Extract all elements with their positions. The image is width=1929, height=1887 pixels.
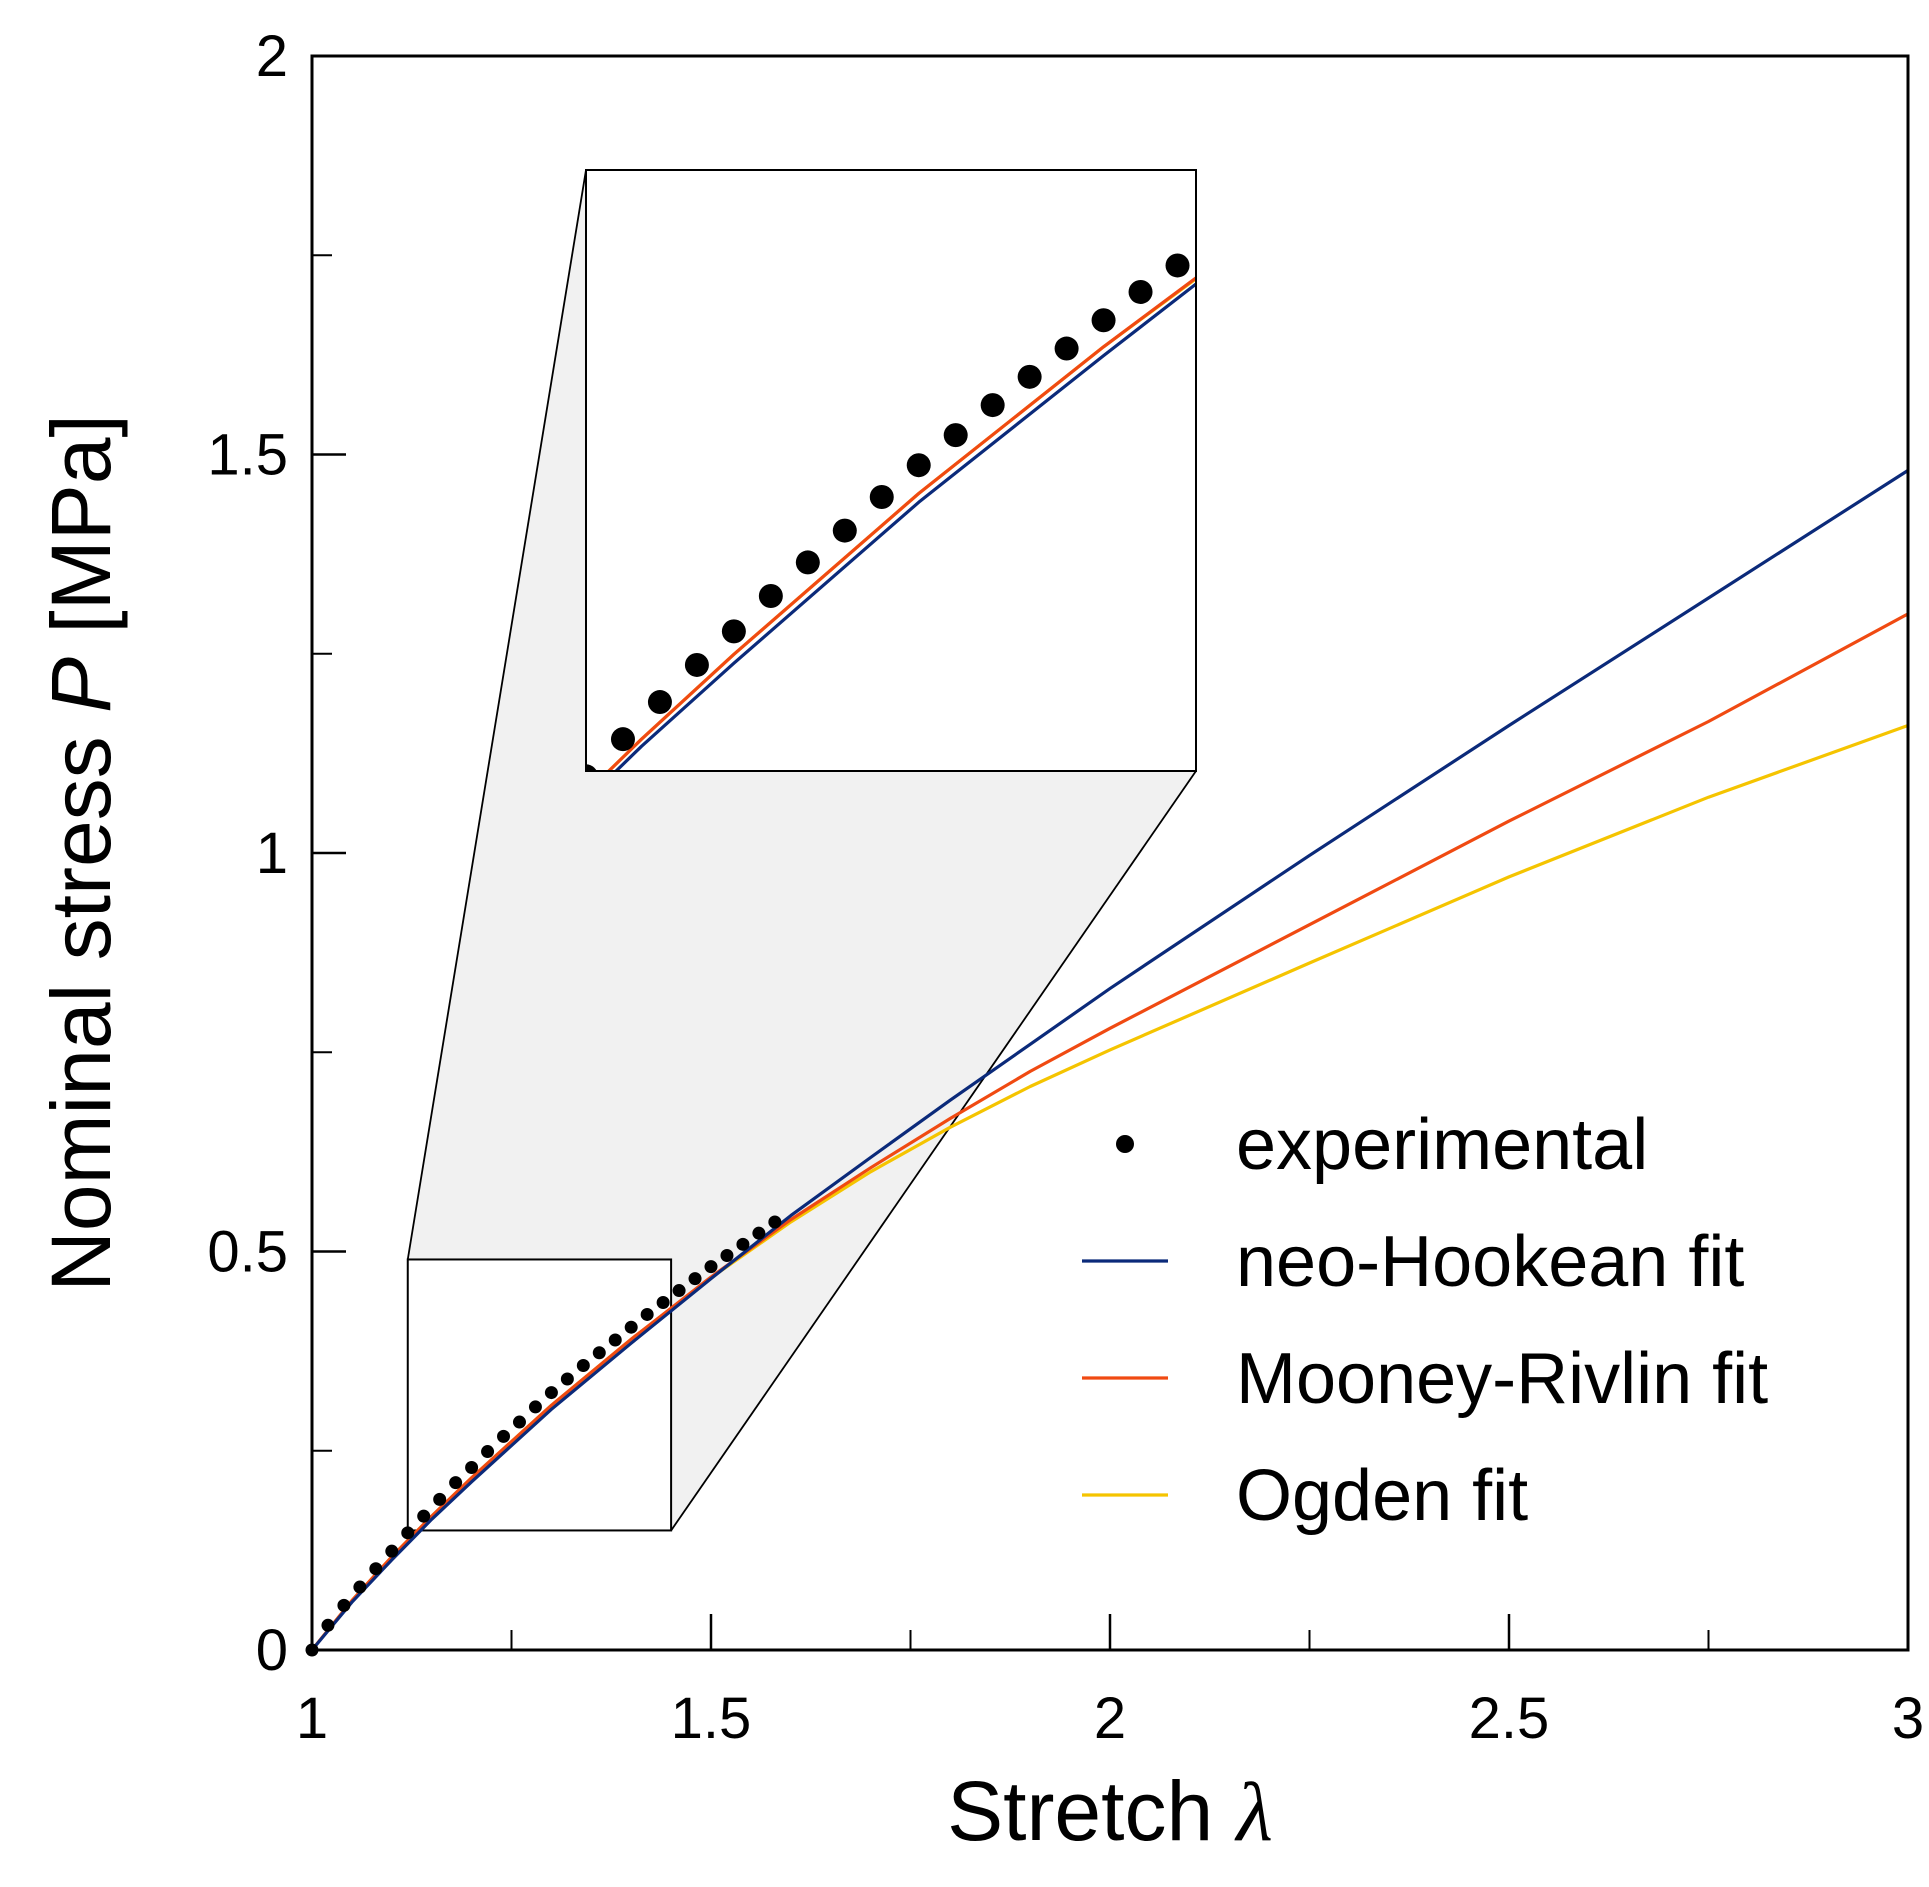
experimental-point bbox=[736, 1237, 750, 1251]
experimental-point bbox=[353, 1580, 367, 1594]
experimental-point bbox=[321, 1618, 335, 1632]
inset-experimental-point bbox=[1017, 364, 1042, 389]
inset-experimental-point bbox=[1091, 308, 1116, 333]
x-axis-title: Stretch λ bbox=[947, 1764, 1273, 1859]
y-axis: 0 0.5 1 1.5 2 bbox=[207, 24, 346, 1683]
inset-experimental-point bbox=[980, 393, 1005, 418]
experimental-point bbox=[544, 1386, 558, 1400]
experimental-point bbox=[704, 1260, 718, 1274]
x-tick-label: 1.5 bbox=[671, 1686, 752, 1751]
inset-experimental-point bbox=[943, 423, 968, 448]
y-axis-title: Nominal stress P [MPa] bbox=[34, 414, 128, 1292]
x-axis-title-text: Stretch bbox=[947, 1764, 1213, 1858]
inset-experimental-point bbox=[869, 485, 894, 510]
experimental-point bbox=[672, 1284, 686, 1298]
inset-experimental-point bbox=[1313, 149, 1337, 173]
inset-experimental-point bbox=[906, 453, 931, 478]
inset-experimental-point bbox=[586, 764, 597, 771]
inset-experimental-point bbox=[1054, 336, 1079, 361]
x-tick-label: 2 bbox=[1094, 1686, 1126, 1751]
inset-experimental-point bbox=[1239, 200, 1263, 224]
x-axis: 1 1.5 2 2.5 3 bbox=[296, 1614, 1924, 1751]
experimental-point bbox=[417, 1509, 431, 1523]
experimental-point bbox=[752, 1226, 766, 1240]
y-tick-label: 1.5 bbox=[207, 423, 288, 488]
inset-experimental-point bbox=[1128, 279, 1153, 304]
inset-experimental-point bbox=[758, 584, 783, 609]
inset-experimental-point bbox=[795, 550, 820, 575]
experimental-point bbox=[449, 1476, 463, 1490]
y-tick-label: 0 bbox=[256, 1618, 288, 1683]
y-tick-label: 1 bbox=[256, 821, 288, 886]
inset-experimental-point bbox=[1165, 253, 1190, 278]
inset-experimental-point bbox=[1276, 174, 1300, 198]
x-tick-label: 2.5 bbox=[1469, 1686, 1550, 1751]
inset-experimental-point bbox=[352, 1024, 376, 1048]
plot-area bbox=[305, 469, 1909, 1657]
experimental-point bbox=[608, 1333, 622, 1347]
inset-background bbox=[586, 170, 1196, 771]
y-axis-unit: [MPa] bbox=[34, 414, 128, 633]
series-line-neo-hookean-fit bbox=[310, 469, 1909, 1652]
legend-marker-experimental bbox=[1116, 1135, 1134, 1153]
y-axis-title-text: Nominal stress bbox=[34, 736, 128, 1291]
experimental-point bbox=[465, 1460, 479, 1474]
experimental-point bbox=[369, 1562, 383, 1576]
inset-experimental-point bbox=[610, 727, 635, 752]
experimental-point bbox=[688, 1272, 702, 1286]
legend-label: experimental bbox=[1236, 1105, 1648, 1185]
y-tick-label: 2 bbox=[256, 24, 288, 89]
inset-experimental-point bbox=[832, 518, 857, 543]
experimental-point bbox=[401, 1526, 415, 1540]
inset-experimental-point bbox=[1350, 124, 1374, 148]
zoom-source-rect bbox=[406, 1258, 673, 1532]
legend: experimental neo-Hookean fit Mooney-Rivlin… bbox=[1082, 1105, 1768, 1536]
experimental-point bbox=[768, 1215, 782, 1229]
inset bbox=[352, 75, 1448, 1048]
inset-experimental-point bbox=[1387, 100, 1411, 124]
inset-series-line-mooney-rivlin-fit bbox=[606, 275, 1196, 771]
inset-experimental-point bbox=[1202, 227, 1226, 251]
inset-experimental-point bbox=[1424, 75, 1448, 99]
plot-frame bbox=[310, 54, 1910, 1652]
experimental-point bbox=[481, 1445, 495, 1459]
zoom-connector-line bbox=[406, 169, 587, 1260]
legend-label: Mooney-Rivlin fit bbox=[1236, 1339, 1768, 1419]
experimental-point bbox=[624, 1320, 638, 1334]
series-line-mooney-rivlin-fit bbox=[310, 612, 1909, 1652]
experimental-point bbox=[656, 1296, 670, 1310]
experimental-point bbox=[560, 1372, 574, 1386]
y-tick-label: 0.5 bbox=[207, 1220, 288, 1285]
experimental-point bbox=[592, 1346, 606, 1360]
experimental-point bbox=[528, 1400, 542, 1414]
x-tick-label: 1 bbox=[296, 1686, 328, 1751]
y-axis-symbol: P bbox=[34, 657, 128, 713]
x-axis-symbol: λ bbox=[1234, 1766, 1273, 1859]
experimental-point bbox=[576, 1358, 590, 1372]
experimental-point bbox=[385, 1544, 399, 1558]
x-tick-label: 3 bbox=[1892, 1686, 1924, 1751]
inset-content bbox=[352, 75, 1448, 1048]
experimental-point bbox=[497, 1429, 511, 1443]
legend-label: Ogden fit bbox=[1236, 1456, 1528, 1536]
inset-experimental-point bbox=[684, 652, 709, 677]
experimental-point bbox=[720, 1248, 734, 1262]
inset-experimental-point bbox=[389, 969, 413, 993]
experimental-point bbox=[512, 1415, 526, 1429]
zoom-connector-line bbox=[670, 770, 1197, 1531]
experimental-point bbox=[337, 1598, 351, 1612]
inset-experimental-point bbox=[426, 925, 450, 949]
experimental-point bbox=[433, 1492, 447, 1506]
inset-experimental-point bbox=[721, 619, 746, 644]
inset-frame bbox=[585, 169, 1197, 772]
experimental-point bbox=[640, 1307, 654, 1321]
legend-label: neo-Hookean fit bbox=[1236, 1222, 1744, 1302]
inset-experimental-point bbox=[647, 690, 672, 715]
